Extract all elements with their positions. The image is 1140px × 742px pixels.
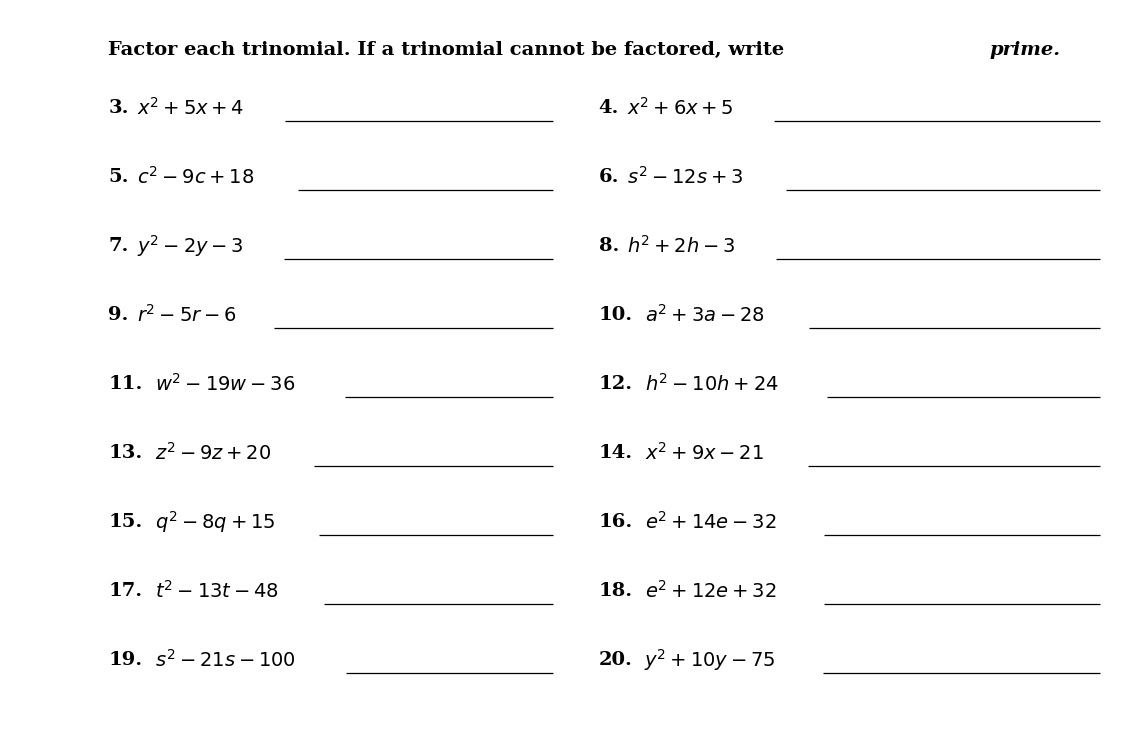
Text: $w^2 - 19w - 36$: $w^2 - 19w - 36$ [155,372,295,395]
Text: $t^2 - 13t - 48$: $t^2 - 13t - 48$ [155,580,278,602]
Text: $c^2 - 9c + 18$: $c^2 - 9c + 18$ [137,165,254,188]
Text: $e^2 + 14e - 32$: $e^2 + 14e - 32$ [645,510,776,533]
Text: 12.: 12. [598,375,633,393]
Text: 9.: 9. [108,306,129,324]
Text: 19.: 19. [108,651,142,669]
Text: 18.: 18. [598,582,633,600]
Text: $x^2 + 5x + 4$: $x^2 + 5x + 4$ [137,96,244,119]
Text: 10.: 10. [598,306,633,324]
Text: 15.: 15. [108,513,142,531]
Text: $a^2 + 3a - 28$: $a^2 + 3a - 28$ [645,303,765,326]
Text: $y^2 - 2y - 3$: $y^2 - 2y - 3$ [137,233,244,258]
Text: $q^2 - 8q + 15$: $q^2 - 8q + 15$ [155,509,275,534]
Text: $y^2 + 10y - 75$: $y^2 + 10y - 75$ [644,647,776,672]
Text: 14.: 14. [598,444,633,462]
Text: 3.: 3. [108,99,129,116]
Text: $s^2 - 21s - 100$: $s^2 - 21s - 100$ [155,649,295,671]
Text: 5.: 5. [108,168,129,186]
Text: 17.: 17. [108,582,142,600]
Text: 8.: 8. [598,237,619,255]
Text: $e^2 + 12e + 32$: $e^2 + 12e + 32$ [645,580,776,602]
Text: 20.: 20. [598,651,633,669]
Text: $z^2 - 9z + 20$: $z^2 - 9z + 20$ [155,441,271,464]
Text: 4.: 4. [598,99,619,116]
Text: 16.: 16. [598,513,633,531]
Text: prime.: prime. [990,41,1060,59]
Text: 11.: 11. [108,375,142,393]
Text: $x^2 + 9x - 21$: $x^2 + 9x - 21$ [645,441,764,464]
Text: $h^2 - 10h + 24$: $h^2 - 10h + 24$ [645,372,779,395]
Text: 13.: 13. [108,444,142,462]
Text: 6.: 6. [598,168,619,186]
Text: $r^2 - 5r - 6$: $r^2 - 5r - 6$ [137,303,236,326]
Text: Factor each trinomial. If a trinomial cannot be factored, write: Factor each trinomial. If a trinomial ca… [108,41,791,59]
Text: $h^2 + 2h - 3$: $h^2 + 2h - 3$ [627,234,735,257]
Text: 7.: 7. [108,237,129,255]
Text: $s^2 - 12s + 3$: $s^2 - 12s + 3$ [627,165,743,188]
Text: $x^2 + 6x + 5$: $x^2 + 6x + 5$ [627,96,734,119]
